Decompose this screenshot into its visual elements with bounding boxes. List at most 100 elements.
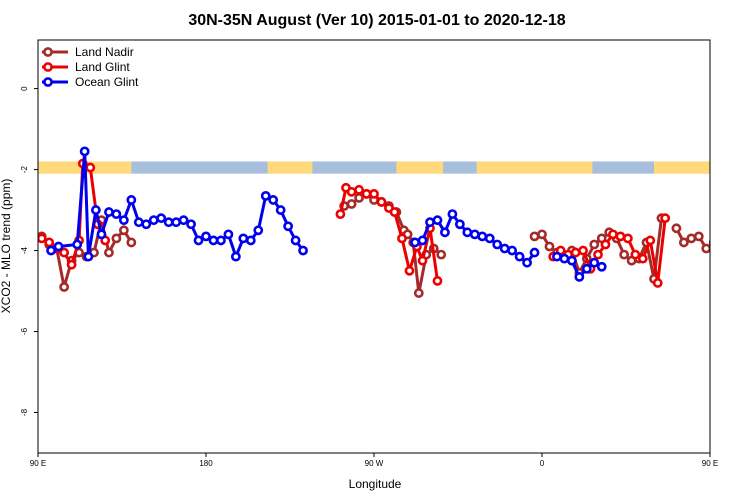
- x-axis: 90 E 180 90 W 0 90 E: [30, 453, 718, 468]
- land-nadir-point: [111, 233, 122, 244]
- y-tick-label: 0: [20, 86, 29, 91]
- ocean-glint-point: [462, 227, 473, 238]
- y-tick-label: -4: [20, 246, 29, 254]
- ocean-glint-point: [83, 251, 94, 262]
- x-tick-label: 0: [540, 459, 545, 468]
- ocean-glint-point: [744, 206, 750, 213]
- legend-marker: [43, 77, 53, 87]
- x-tick-label: 90 E: [702, 459, 718, 468]
- land-glint-point: [369, 188, 379, 199]
- ocean-glint-point: [148, 215, 159, 226]
- land-glint-point: [733, 237, 740, 244]
- ocean-glint-point: [574, 271, 585, 282]
- land-glint-point: [600, 239, 611, 250]
- land-band: [476, 161, 593, 174]
- land-nadir-point: [118, 225, 129, 236]
- land-nadir-point: [725, 259, 732, 266]
- legend-label: Land Nadir: [75, 45, 134, 59]
- ocean-glint-point: [238, 233, 249, 244]
- ocean-glint-point: [596, 261, 607, 272]
- land-glint-point: [637, 253, 648, 264]
- land-glint-point: [417, 255, 428, 266]
- land-glint-line: [736, 162, 750, 241]
- ocean-glint-point: [499, 243, 510, 254]
- land-nadir-point: [529, 231, 540, 242]
- land-nadir-point: [718, 283, 725, 290]
- ocean-glint-point: [440, 227, 450, 238]
- x-axis-label: Longitude: [349, 477, 402, 491]
- land-glint-point: [44, 237, 55, 248]
- land-band: [396, 161, 444, 174]
- chart-title: 30N-35N August (Ver 10) 2015-01-01 to 20…: [188, 12, 565, 29]
- land-glint-point: [615, 231, 626, 242]
- ocean-glint-point: [410, 237, 420, 248]
- land-nadir-point: [740, 255, 747, 262]
- ocean-glint-point: [96, 229, 107, 240]
- land-nadir-point: [708, 239, 710, 246]
- y-tick-label: -8: [20, 408, 29, 416]
- ocean-glint-point: [492, 239, 503, 250]
- x-tick-label: 180: [199, 459, 213, 468]
- land-nadir-point: [104, 247, 114, 258]
- ocean-glint-point: [171, 217, 182, 228]
- ocean-glint-point: [230, 251, 241, 262]
- ocean-glint-point: [53, 241, 64, 252]
- land-glint-point: [660, 213, 671, 224]
- ocean-glint-point: [589, 257, 600, 268]
- land-nadir-point: [436, 249, 447, 260]
- ocean-glint-point: [72, 239, 83, 250]
- ocean-glint-point: [104, 207, 114, 217]
- ocean-glint-point: [733, 148, 740, 155]
- land-glint-point: [376, 197, 387, 207]
- ocean-glint-point: [432, 215, 443, 226]
- land-nadir-point: [354, 193, 364, 203]
- ocean-glint-point: [447, 209, 458, 220]
- land-glint-point: [622, 233, 633, 244]
- ocean-glint-point: [79, 146, 90, 157]
- ocean-glint-point: [477, 231, 488, 242]
- land-nadir-point: [544, 241, 555, 252]
- land-glint-point: [740, 158, 747, 165]
- land-ocean-band: [38, 161, 710, 174]
- series-layer: [38, 146, 750, 298]
- land-glint-point: [85, 162, 96, 173]
- ocean-band: [38, 161, 710, 174]
- land-nadir-point: [701, 243, 710, 254]
- x-tick-label: 90 E: [30, 459, 46, 468]
- ocean-glint-point: [566, 255, 577, 266]
- ocean-glint-point: [46, 245, 56, 256]
- land-glint-point: [608, 229, 618, 240]
- land-glint-point: [335, 209, 346, 220]
- ocean-glint-point: [736, 251, 743, 258]
- land-nadir-point: [671, 223, 682, 234]
- land-band: [654, 161, 710, 174]
- ocean-glint-point: [268, 195, 279, 205]
- ocean-glint-point: [253, 225, 264, 236]
- ocean-glint-point: [193, 235, 204, 246]
- land-glint-point: [66, 259, 77, 270]
- ocean-glint-point: [90, 205, 101, 215]
- land-glint-point: [570, 247, 581, 258]
- ocean-glint-point: [552, 251, 562, 262]
- ocean-glint-point: [417, 235, 428, 246]
- land-nadir-point: [413, 288, 424, 298]
- ocean-glint-point: [454, 219, 465, 230]
- ocean-glint-point: [111, 209, 122, 220]
- ocean-glint-point: [178, 215, 189, 226]
- land-nadir-point: [693, 231, 704, 242]
- y-tick-label: -6: [20, 327, 29, 335]
- legend-marker: [43, 47, 53, 57]
- ocean-glint-point: [118, 215, 129, 226]
- land-glint-point: [432, 276, 443, 286]
- land-glint-point: [397, 233, 407, 244]
- land-glint-point: [361, 188, 372, 199]
- land-nadir-point: [126, 237, 137, 248]
- land-glint-point: [346, 186, 357, 197]
- ocean-glint-point: [425, 217, 435, 228]
- ocean-glint-point: [283, 221, 294, 232]
- ocean-glint-point: [522, 257, 532, 268]
- ocean-glint-point: [298, 245, 308, 256]
- land-glint-point: [404, 265, 415, 276]
- legend-label: Ocean Glint: [75, 75, 139, 89]
